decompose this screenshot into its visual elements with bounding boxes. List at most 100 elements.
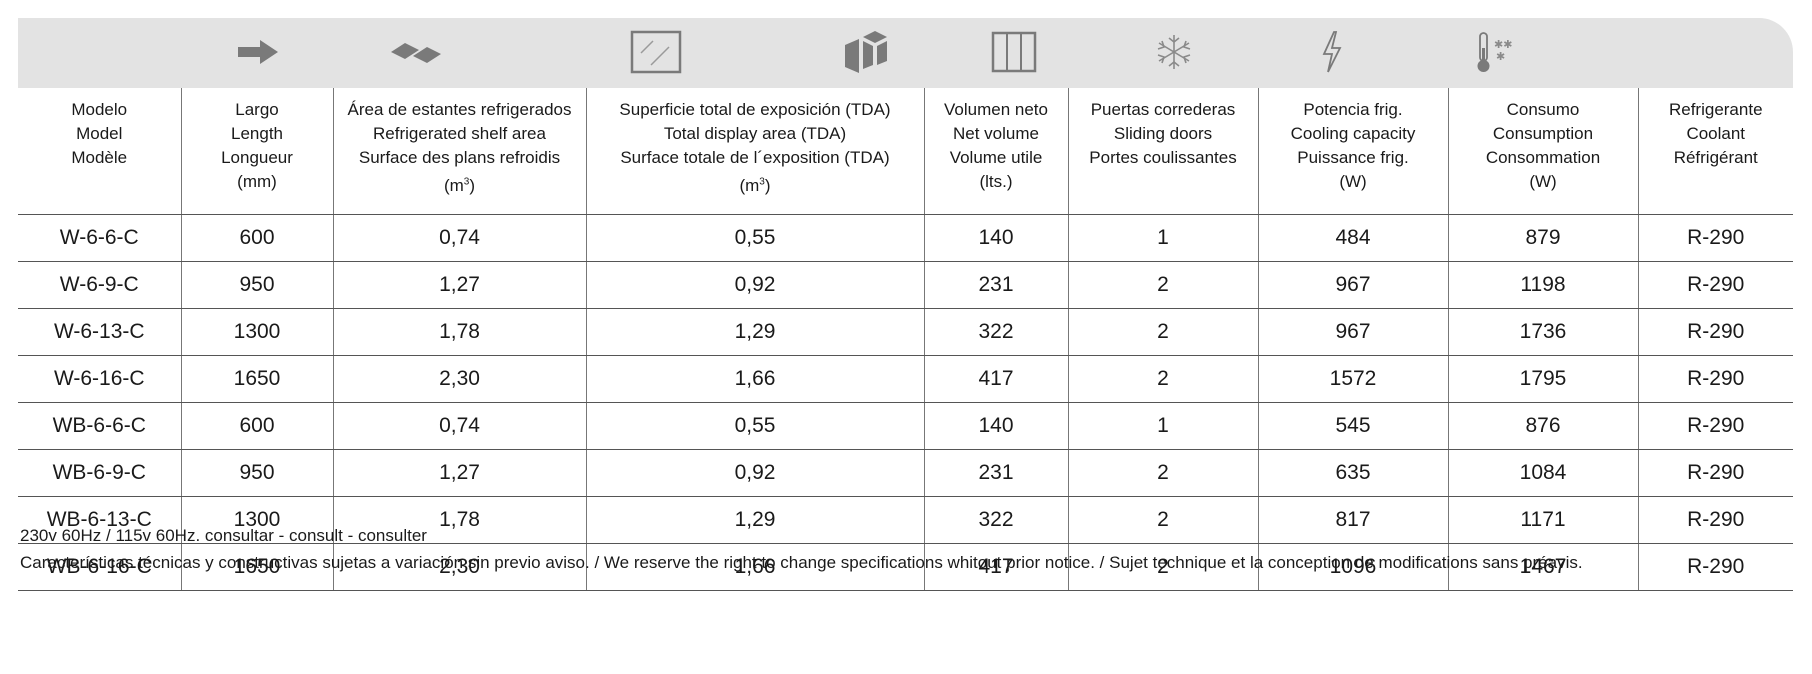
table-cell: 0,74: [332, 214, 587, 262]
header-display-area: Superficie total de exposición (TDA) Tot…: [585, 88, 925, 215]
table-cell: 2: [1067, 543, 1259, 591]
table-cell: 635: [1257, 449, 1449, 497]
table-cell: 1736: [1447, 308, 1639, 356]
snowflake-icon: [1146, 28, 1202, 76]
svg-text:✱✱: ✱✱: [1494, 38, 1512, 51]
table-cell: 0,92: [585, 261, 925, 309]
table-cell: 140: [923, 402, 1069, 450]
table-cell: 600: [180, 214, 334, 262]
table-cell: 1300: [180, 496, 334, 544]
table-cell: 417: [923, 355, 1069, 403]
table-cell: 1: [1067, 214, 1259, 262]
table-cell: WB-6-9-C: [18, 449, 182, 497]
table-cell: W-6-6-C: [18, 214, 182, 262]
table-cell: R-290: [1637, 214, 1793, 262]
table-cell: 1650: [180, 355, 334, 403]
header-length: Largo Length Longueur (mm): [180, 88, 334, 215]
table-cell: R-290: [1637, 402, 1793, 450]
table-cell: 484: [1257, 214, 1449, 262]
table-cell: 1467: [1447, 543, 1639, 591]
table-cell: 2,30: [332, 543, 587, 591]
table-row: W-6-13-C 1300 1,78 1,29 322 2 967 1736 R-290: [18, 308, 1793, 356]
table-cell: WB-6-13-C: [18, 496, 182, 544]
header-consumption: Consumo Consumption Consommation (W): [1447, 88, 1639, 215]
svg-text:✱: ✱: [1496, 50, 1505, 63]
table-cell: 1,66: [585, 543, 925, 591]
table-cell: 0,55: [585, 214, 925, 262]
table-cell: 2: [1067, 308, 1259, 356]
table-header-row: Modelo Model Modèle Largo Length Longueu…: [18, 88, 1793, 215]
table-cell: R-290: [1637, 308, 1793, 356]
table-cell: 950: [180, 449, 334, 497]
table-cell: 231: [923, 261, 1069, 309]
table-cell: 1,66: [585, 355, 925, 403]
table-cell: 967: [1257, 261, 1449, 309]
table-row: W-6-9-C 950 1,27 0,92 231 2 967 1198 R-290: [18, 261, 1793, 309]
table-cell: 0,74: [332, 402, 587, 450]
table-cell: 1171: [1447, 496, 1639, 544]
table-cell: 967: [1257, 308, 1449, 356]
header-shelf-area: Área de estantes refrigerados Refrigerat…: [332, 88, 587, 215]
table-cell: 231: [923, 449, 1069, 497]
table-cell: 2,30: [332, 355, 587, 403]
table-row: WB-6-6-C 600 0,74 0,55 140 1 545 876 R-290: [18, 402, 1793, 450]
table-cell: 817: [1257, 496, 1449, 544]
table-cell: R-290: [1637, 355, 1793, 403]
table-cell: 322: [923, 308, 1069, 356]
table-cell: 1096: [1257, 543, 1449, 591]
table-cell: 1,27: [332, 261, 587, 309]
table-cell: WB-6-16-C: [18, 543, 182, 591]
table-cell: 0,92: [585, 449, 925, 497]
shelf-area-icon: [388, 28, 444, 76]
table-row: WB-6-16-C 1650 2,30 1,66 417 2 1096 1467 R-290: [18, 543, 1793, 591]
table-cell: 2: [1067, 496, 1259, 544]
specifications-table: Modelo Model Modèle Largo Length Longueu…: [18, 88, 1793, 591]
table-cell: W-6-16-C: [18, 355, 182, 403]
table-cell: 1: [1067, 402, 1259, 450]
table-cell: R-290: [1637, 449, 1793, 497]
table-cell: 1,27: [332, 449, 587, 497]
table-cell: 0,55: [585, 402, 925, 450]
table-cell: 1300: [180, 308, 334, 356]
table-row: W-6-16-C 1650 2,30 1,66 417 2 1572 1795 R-290: [18, 355, 1793, 403]
table-cell: R-290: [1637, 543, 1793, 591]
table-cell: 1795: [1447, 355, 1639, 403]
table-cell: 876: [1447, 402, 1639, 450]
table-cell: 1,29: [585, 308, 925, 356]
arrow-right-icon: [230, 28, 286, 76]
table-cell: 1198: [1447, 261, 1639, 309]
table-cell: 322: [923, 496, 1069, 544]
table-cell: 1084: [1447, 449, 1639, 497]
table-cell: R-290: [1637, 496, 1793, 544]
header-net-volume: Volumen neto Net volume Volume utile (lt…: [923, 88, 1069, 215]
table-cell: 879: [1447, 214, 1639, 262]
table-cell: 600: [180, 402, 334, 450]
voltage-note: 230v 60Hz / 115v 60Hz. consultar - consu…: [20, 526, 427, 545]
header-cooling-capacity: Potencia frig. Cooling capacity Puissanc…: [1257, 88, 1449, 215]
thermometer-icon: ✱✱ ✱: [1462, 28, 1518, 76]
table-cell: 545: [1257, 402, 1449, 450]
table-cell: W-6-13-C: [18, 308, 182, 356]
icon-header-row: ✱✱ ✱: [18, 18, 1793, 88]
display-area-icon: [628, 28, 684, 76]
table-cell: W-6-9-C: [18, 261, 182, 309]
table-row: WB-6-9-C 950 1,27 0,92 231 2 635 1084 R-290: [18, 449, 1793, 497]
table-row: WB-6-13-C 1300 1,78 1,29 322 2 817 1171 R-290: [18, 496, 1793, 544]
table-cell: 1,78: [332, 308, 587, 356]
table-row: W-6-6-C 600 0,74 0,55 140 1 484 879 R-290: [18, 214, 1793, 262]
lightning-icon: [1304, 28, 1360, 76]
header-model: Modelo Model Modèle: [18, 88, 182, 215]
unit-m3: (m3): [739, 175, 771, 195]
table-cell: 1,78: [332, 496, 587, 544]
table-cell: 950: [180, 261, 334, 309]
table-cell: WB-6-6-C: [18, 402, 182, 450]
header-sliding-doors: Puertas correderas Sliding doors Portes …: [1067, 88, 1259, 215]
table-cell: 1,29: [585, 496, 925, 544]
disclaimer-note: Características técnicas y constructivas…: [20, 553, 1583, 572]
header-coolant: Refrigerante Coolant Réfrigérant: [1637, 88, 1793, 215]
unit-m3: (m3): [443, 175, 476, 195]
table-cell: 140: [923, 214, 1069, 262]
table-cell: R-290: [1637, 261, 1793, 309]
table-cell: 1572: [1257, 355, 1449, 403]
sliding-doors-icon: [986, 28, 1042, 76]
